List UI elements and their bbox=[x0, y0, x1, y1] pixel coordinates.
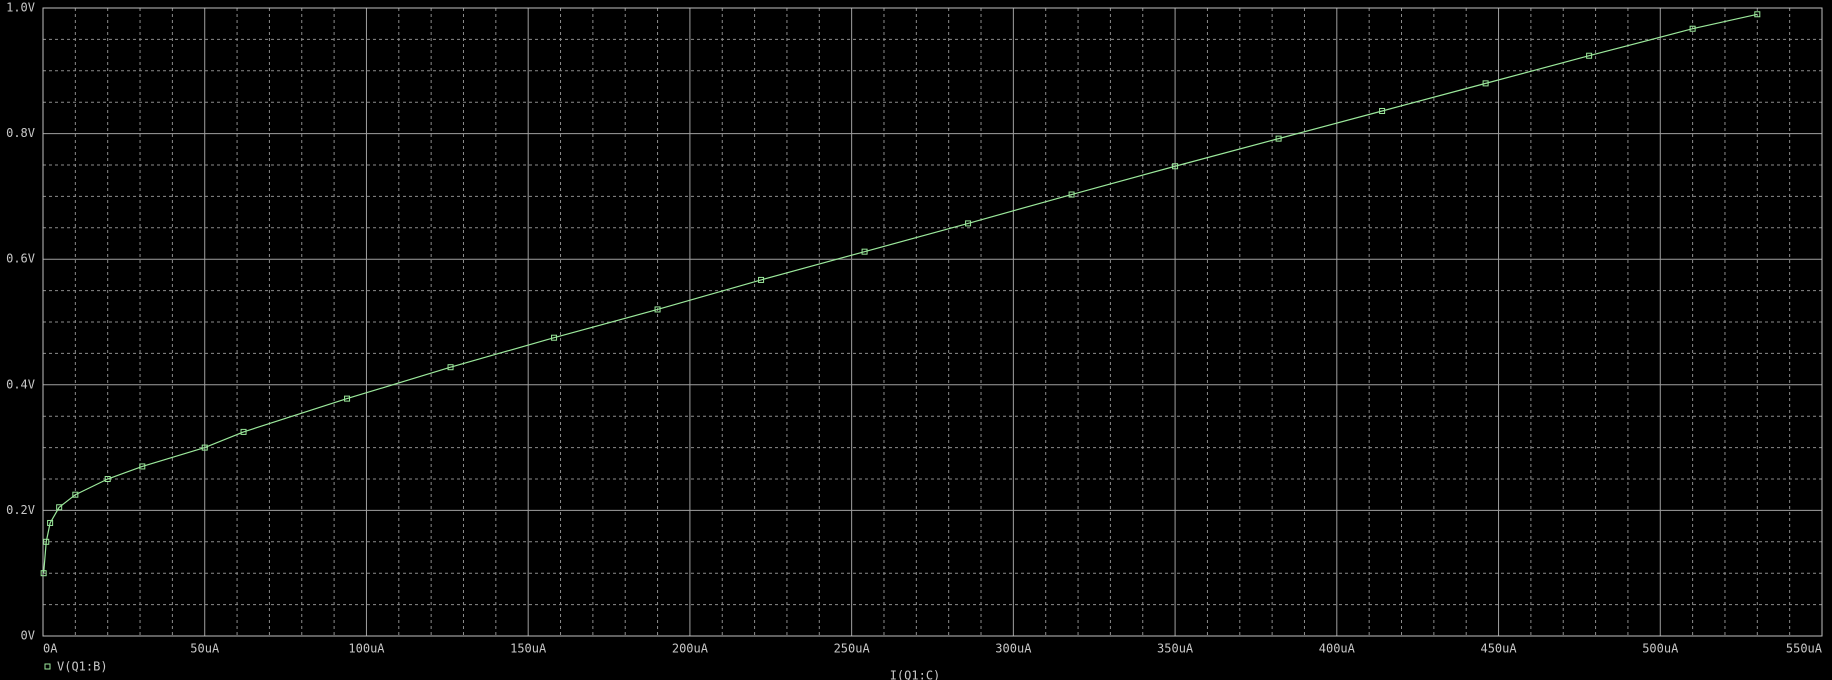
legend-marker bbox=[44, 663, 51, 670]
point-marker bbox=[139, 463, 146, 470]
point-marker bbox=[1379, 107, 1386, 114]
y-tick-label: 0.4V bbox=[6, 377, 35, 391]
point-marker bbox=[40, 570, 47, 577]
point-marker bbox=[47, 519, 54, 526]
point-marker bbox=[104, 476, 111, 482]
x-tick-label: 100uA bbox=[348, 642, 385, 656]
y-tick-label: 0.2V bbox=[6, 503, 35, 517]
x-tick-label: 500uA bbox=[1642, 642, 1679, 656]
point-marker bbox=[1689, 25, 1696, 32]
y-tick-label: 0.8V bbox=[6, 126, 35, 140]
point-marker bbox=[1068, 191, 1075, 198]
point-marker bbox=[1482, 80, 1489, 87]
point-marker bbox=[654, 306, 661, 313]
legend-label: V(Q1:B) bbox=[57, 660, 108, 674]
point-marker bbox=[758, 276, 765, 283]
x-tick-label: 0A bbox=[43, 642, 58, 656]
point-marker bbox=[240, 428, 247, 435]
series-line bbox=[43, 13, 1758, 574]
x-tick-label: 50uA bbox=[190, 642, 220, 656]
point-marker bbox=[1754, 11, 1761, 18]
x-tick-label: 250uA bbox=[834, 642, 871, 656]
point-marker bbox=[1172, 163, 1179, 170]
point-marker bbox=[56, 504, 63, 511]
x-tick-label: 150uA bbox=[510, 642, 547, 656]
point-marker bbox=[861, 248, 868, 255]
x-tick-label: 300uA bbox=[995, 642, 1032, 656]
x-tick-label: 200uA bbox=[672, 642, 709, 656]
plot-frame bbox=[42, 7, 1823, 637]
point-marker bbox=[1275, 135, 1282, 142]
x-tick-label: 400uA bbox=[1319, 642, 1356, 656]
point-marker bbox=[447, 364, 454, 371]
x-tick-label: 350uA bbox=[1157, 642, 1194, 656]
point-marker bbox=[201, 444, 208, 451]
point-marker bbox=[1586, 52, 1593, 59]
point-marker bbox=[551, 334, 558, 341]
y-tick-label: 0.6V bbox=[6, 252, 35, 266]
y-tick-label: 1.0V bbox=[6, 1, 35, 15]
point-marker bbox=[72, 491, 79, 498]
point-marker bbox=[965, 220, 972, 227]
x-tick-label: 450uA bbox=[1480, 642, 1517, 656]
x-axis-label: I(Q1:C) bbox=[890, 669, 941, 680]
y-tick-label: 0V bbox=[21, 629, 35, 643]
x-tick-label: 550uA bbox=[1786, 642, 1823, 656]
point-marker bbox=[344, 395, 351, 402]
point-marker bbox=[43, 538, 50, 545]
